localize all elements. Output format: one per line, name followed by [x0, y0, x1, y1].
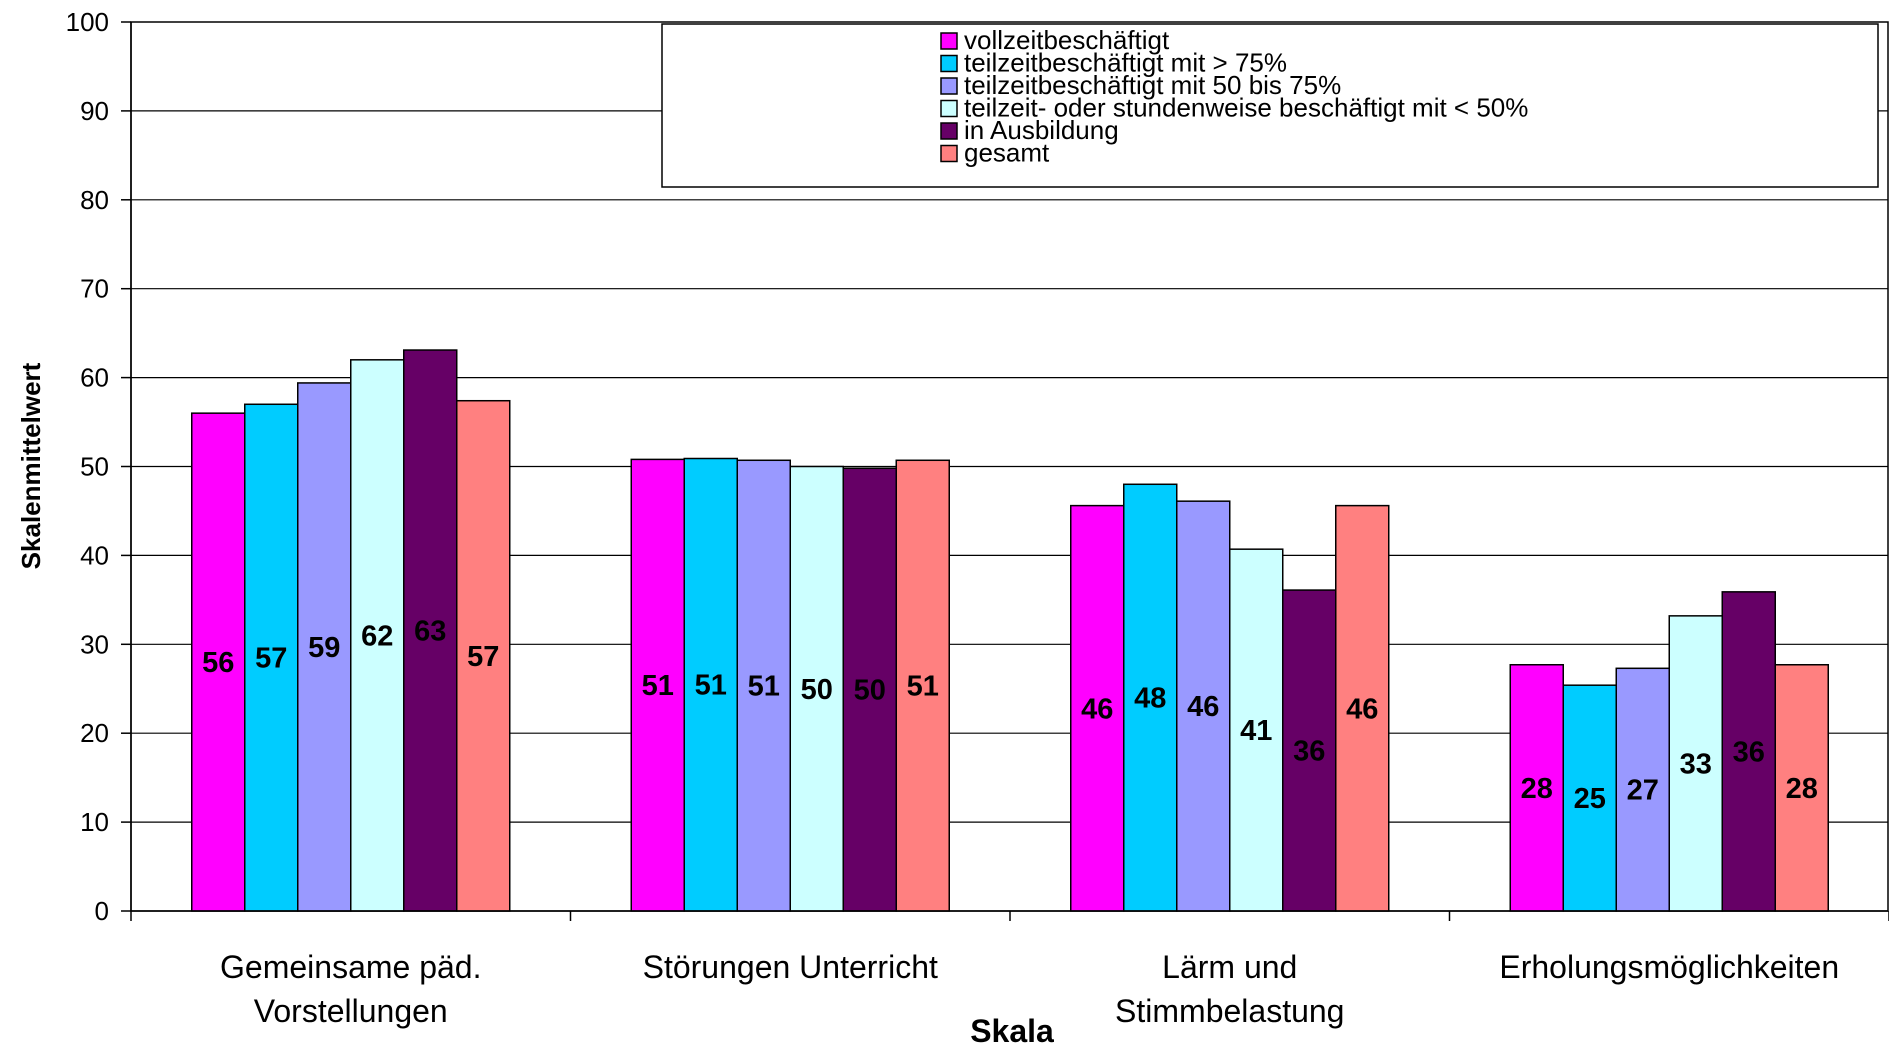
- bar: [1721, 591, 1776, 912]
- bar: [789, 465, 844, 912]
- bar: [630, 458, 685, 912]
- bar: [1562, 684, 1617, 912]
- bar: [1335, 504, 1390, 912]
- data-label: 28: [1786, 773, 1818, 805]
- data-label: 33: [1680, 748, 1712, 780]
- data-label: 51: [695, 670, 727, 702]
- data-label: 41: [1240, 715, 1272, 747]
- y-tick-label: 100: [66, 7, 109, 37]
- bar: [403, 349, 458, 912]
- y-tick-label: 70: [80, 274, 109, 304]
- bars: [191, 349, 1829, 912]
- legend-swatch: [940, 122, 958, 140]
- bar: [1668, 615, 1723, 912]
- bar: [297, 382, 352, 912]
- y-tick-label: 80: [80, 185, 109, 215]
- bar: [895, 459, 950, 912]
- category-label-line: Störungen Unterricht: [643, 949, 938, 985]
- data-label: 51: [642, 670, 674, 702]
- y-tick-label: 10: [80, 807, 109, 837]
- data-label: 48: [1134, 683, 1166, 715]
- y-tick-label: 20: [80, 718, 109, 748]
- y-axis-title: Skalenmittelwert: [16, 362, 46, 569]
- legend-entry: in Ausbildung: [964, 115, 1119, 145]
- data-label: 50: [801, 674, 833, 706]
- legend-swatch: [940, 32, 958, 50]
- legend-swatch: [940, 144, 958, 163]
- legend-swatch: [940, 77, 958, 95]
- data-label: 59: [308, 632, 340, 664]
- legend-entry: teilzeit- oder stundenweise beschäftigt …: [964, 93, 1528, 123]
- category-label: Störungen Unterricht: [643, 949, 938, 985]
- data-label: 57: [255, 643, 287, 675]
- bar: [1282, 589, 1337, 912]
- bar: [456, 399, 511, 912]
- data-label: 46: [1187, 691, 1219, 723]
- y-tick-label: 40: [80, 540, 109, 570]
- data-label: 56: [202, 647, 234, 679]
- bar: [1774, 663, 1829, 912]
- data-label: 27: [1627, 775, 1659, 807]
- category-label-line: Gemeinsame päd.: [220, 949, 481, 985]
- data-label: 28: [1521, 773, 1553, 805]
- data-label: 46: [1346, 693, 1378, 725]
- category-label-line: Vorstellungen: [254, 993, 448, 1029]
- data-label: 46: [1081, 693, 1113, 725]
- bar: [1229, 548, 1284, 912]
- legend-box: [661, 23, 1879, 188]
- category-label-line: Lärm und: [1162, 949, 1297, 985]
- category-label: Erholungsmöglichkeiten: [1499, 949, 1839, 985]
- data-label: 36: [1293, 736, 1325, 768]
- category-label: Lärm und Stimmbelastung: [1115, 949, 1344, 1029]
- data-label: 51: [748, 671, 780, 703]
- data-label: 51: [907, 671, 939, 703]
- y-tick-label: 60: [80, 363, 109, 393]
- bar: [736, 459, 791, 912]
- legend-entry: teilzeitbeschäftigt mit > 75%: [964, 48, 1287, 78]
- data-label: 57: [467, 641, 499, 673]
- x-axis-title: Skala: [970, 1013, 1054, 1049]
- legend-entry: vollzeitbeschäftigt: [964, 25, 1170, 55]
- legend-entry: gesamt: [964, 138, 1050, 168]
- legend-swatch: [940, 99, 958, 118]
- y-tick-label: 0: [95, 896, 109, 926]
- legend-swatch: [940, 54, 958, 73]
- category-label: Gemeinsame päd. Vorstellungen: [220, 949, 481, 1029]
- legend-entry: teilzeitbeschäftigt mit 50 bis 75%: [964, 70, 1341, 100]
- data-labels: 56 57 59 62 63 57 51 51 51 50 50 51 46 48 46 41 36 46 28 25…: [202, 616, 1818, 816]
- y-tick-label: 30: [80, 629, 109, 659]
- data-label: 25: [1574, 783, 1606, 815]
- bar: [1070, 504, 1125, 912]
- data-label: 62: [361, 620, 393, 652]
- bar: [350, 359, 405, 912]
- y-tick-label: 50: [80, 452, 109, 482]
- category-label-line: Stimmbelastung: [1115, 993, 1344, 1029]
- data-label: 63: [414, 616, 446, 648]
- bar: [842, 467, 897, 912]
- category-label-line: Erholungsmöglichkeiten: [1499, 949, 1839, 985]
- axes: 0 10 20 30 40 50 60 70 80 90 100 Gemeinsame päd. Vor…: [66, 7, 1889, 1029]
- data-label: 50: [854, 675, 886, 707]
- data-label: 36: [1733, 736, 1765, 768]
- y-tick-label: 90: [80, 96, 109, 126]
